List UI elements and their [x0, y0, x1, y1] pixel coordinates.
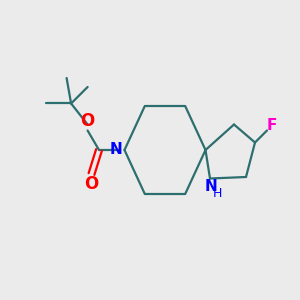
Text: N: N — [110, 142, 122, 158]
Text: O: O — [80, 112, 94, 130]
Text: F: F — [266, 118, 277, 134]
Text: H: H — [213, 187, 222, 200]
Text: O: O — [84, 175, 98, 193]
Text: N: N — [204, 179, 217, 194]
